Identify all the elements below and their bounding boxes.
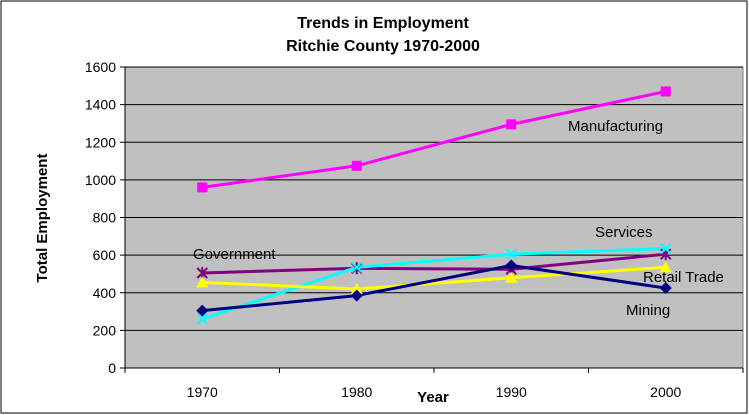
- data-point-manufacturing: [506, 119, 517, 130]
- y-tick-label: 1400: [85, 97, 116, 113]
- data-point-mining: [505, 259, 518, 272]
- series-line-retail-trade: [202, 265, 666, 291]
- data-point-manufacturing: [351, 160, 362, 171]
- series-lines: [201, 89, 667, 321]
- y-axis-tick-labels: 0 200 400 600 800 1000 1200 1400 1600: [85, 59, 116, 376]
- data-point-services: [196, 313, 208, 325]
- y-tick-label: 200: [93, 322, 117, 338]
- x-axis-title: Year: [417, 389, 449, 406]
- data-point-mining: [659, 282, 672, 295]
- y-tick-label: 0: [108, 360, 116, 376]
- data-point-retail-trade: [350, 282, 363, 294]
- x-tick-label: 2000: [650, 384, 681, 400]
- data-point-retail-trade: [505, 271, 518, 283]
- data-point-manufacturing: [660, 86, 671, 97]
- x-axis-tick-labels: 1970 1980 1990 2000: [187, 384, 682, 400]
- x-tick-label: 1970: [187, 384, 218, 400]
- series-line-government: [202, 252, 666, 275]
- data-point-mining: [196, 304, 209, 317]
- y-tick-label: 400: [93, 285, 117, 301]
- series-line-mining: [202, 263, 666, 313]
- chart-title: Trends in Employment: [297, 15, 469, 32]
- series-label-mining: Mining: [626, 302, 670, 319]
- series-label-services: Services: [595, 224, 653, 241]
- series-markers: [196, 86, 672, 325]
- data-point-services: [351, 261, 363, 274]
- data-point-retail-trade: [196, 276, 209, 288]
- data-point-manufacturing: [197, 182, 208, 193]
- x-axis-tick-marks: [124, 368, 744, 373]
- gridlines: [120, 66, 743, 369]
- series-label-manufacturing: Manufacturing: [568, 118, 663, 135]
- y-tick-label: 600: [93, 247, 117, 263]
- data-point-retail-trade: [659, 261, 672, 273]
- y-tick-label: 800: [93, 210, 117, 226]
- series-label-government: Government: [193, 246, 276, 263]
- data-point-mining: [350, 289, 363, 302]
- series-label-retail-trade: Retail Trade: [643, 269, 724, 286]
- y-tick-label: 1000: [85, 172, 116, 188]
- chart-subtitle: Ritchie County 1970-2000: [286, 38, 480, 55]
- series-line-manufacturing: [202, 89, 667, 189]
- y-axis-title: Total Employment: [34, 154, 51, 283]
- x-tick-label: 1980: [341, 384, 372, 400]
- y-tick-label: 1200: [85, 134, 116, 150]
- data-point-services: [505, 248, 517, 260]
- data-point-services: [660, 242, 672, 255]
- series-line-services: [201, 247, 666, 321]
- y-tick-label: 1600: [85, 59, 116, 75]
- x-tick-label: 1990: [496, 384, 527, 400]
